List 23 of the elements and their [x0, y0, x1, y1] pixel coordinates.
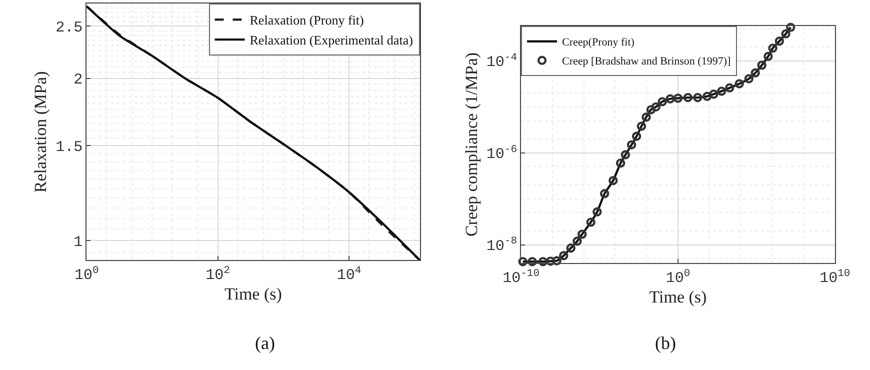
legend-label: Relaxation (Experimental data)	[250, 32, 413, 48]
x-tick-label: 10$^{0}$	[666, 268, 690, 288]
x-tick-label: 10$^{10}$	[820, 268, 850, 288]
legend-label: Relaxation (Prony fit)	[250, 12, 364, 28]
y-axis-title: Creep compliance (1/MPa)	[462, 52, 481, 237]
legend-label: Creep(Prony fit)	[562, 36, 635, 49]
y-tick-label: 1	[74, 234, 83, 251]
x-tick-label: 10$^{4}$	[336, 264, 362, 284]
x-tick-label: 10$^{2}$	[206, 264, 230, 284]
y-tick-label: 10$^{-4}$	[486, 52, 518, 72]
y-tick-label: 2	[74, 72, 83, 89]
text: (a)	[255, 333, 275, 353]
text: (b)	[655, 333, 676, 353]
x-tick-label: 10$^{-10}$	[502, 268, 540, 288]
y-tick-label: 2.5	[56, 19, 83, 36]
y-tick-label: 10$^{-6}$	[486, 144, 518, 164]
x-axis-title: Time (s)	[649, 287, 707, 306]
x-tick-label: 10$^{0}$	[74, 264, 99, 284]
x-axis-title: Time (s)	[224, 284, 282, 304]
y-axis-title: Relaxation (MPa)	[31, 71, 50, 193]
legend-label: Creep [Bradshaw and Brinson (1997)]	[562, 56, 731, 68]
y-tick-label: 10$^{-8}$	[486, 236, 518, 256]
y-tick-label: 1.5	[56, 138, 83, 156]
